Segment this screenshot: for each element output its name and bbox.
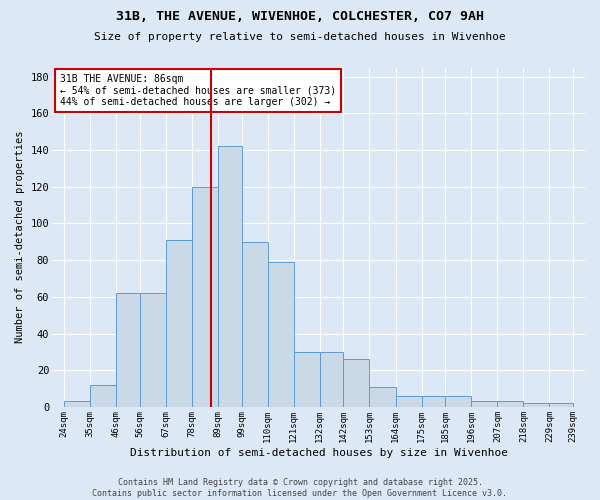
Bar bbox=[293, 352, 320, 407]
Bar bbox=[422, 396, 445, 407]
Bar bbox=[343, 359, 370, 407]
Bar bbox=[523, 403, 550, 407]
Bar bbox=[370, 386, 395, 407]
Bar bbox=[242, 242, 268, 407]
Bar bbox=[192, 187, 218, 407]
Bar bbox=[90, 385, 116, 407]
Bar bbox=[395, 396, 422, 407]
Bar bbox=[218, 146, 242, 407]
Text: Contains HM Land Registry data © Crown copyright and database right 2025.
Contai: Contains HM Land Registry data © Crown c… bbox=[92, 478, 508, 498]
Bar bbox=[140, 293, 166, 407]
Bar bbox=[497, 402, 523, 407]
Bar bbox=[550, 403, 573, 407]
Text: 31B, THE AVENUE, WIVENHOE, COLCHESTER, CO7 9AH: 31B, THE AVENUE, WIVENHOE, COLCHESTER, C… bbox=[116, 10, 484, 23]
X-axis label: Distribution of semi-detached houses by size in Wivenhoe: Distribution of semi-detached houses by … bbox=[130, 448, 508, 458]
Bar bbox=[268, 262, 293, 407]
Bar bbox=[472, 402, 497, 407]
Bar bbox=[320, 352, 343, 407]
Bar bbox=[64, 402, 90, 407]
Text: Size of property relative to semi-detached houses in Wivenhoe: Size of property relative to semi-detach… bbox=[94, 32, 506, 42]
Bar bbox=[166, 240, 192, 407]
Bar bbox=[116, 293, 140, 407]
Text: 31B THE AVENUE: 86sqm
← 54% of semi-detached houses are smaller (373)
44% of sem: 31B THE AVENUE: 86sqm ← 54% of semi-deta… bbox=[60, 74, 336, 108]
Y-axis label: Number of semi-detached properties: Number of semi-detached properties bbox=[15, 131, 25, 344]
Bar bbox=[445, 396, 472, 407]
